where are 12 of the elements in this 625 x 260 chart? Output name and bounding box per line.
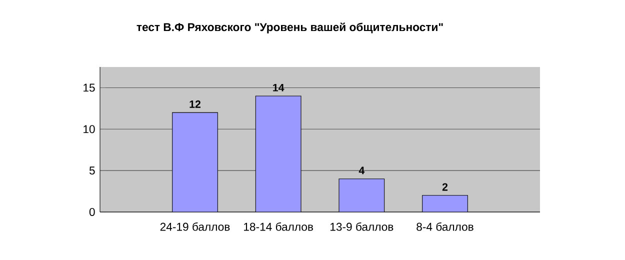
x-tick-label: 24-19 баллов <box>160 222 230 231</box>
chart-title: тест В.Ф Ряховского "Уровень вашей общительности" <box>136 22 443 34</box>
x-tick-label: 8-4 баллов <box>416 222 474 231</box>
y-tick-label: 10 <box>84 125 95 134</box>
x-tick-label: 18-14 баллов <box>244 222 313 231</box>
x-tick-label: 13-9 баллов <box>330 222 394 231</box>
y-tick-label: 5 <box>89 166 95 175</box>
y-tick-label: 15 <box>84 84 95 92</box>
y-tick-label: 0 <box>89 208 95 216</box>
data-label: 2 <box>442 183 448 191</box>
data-label: 4 <box>358 166 365 174</box>
data-label: 12 <box>190 100 201 108</box>
